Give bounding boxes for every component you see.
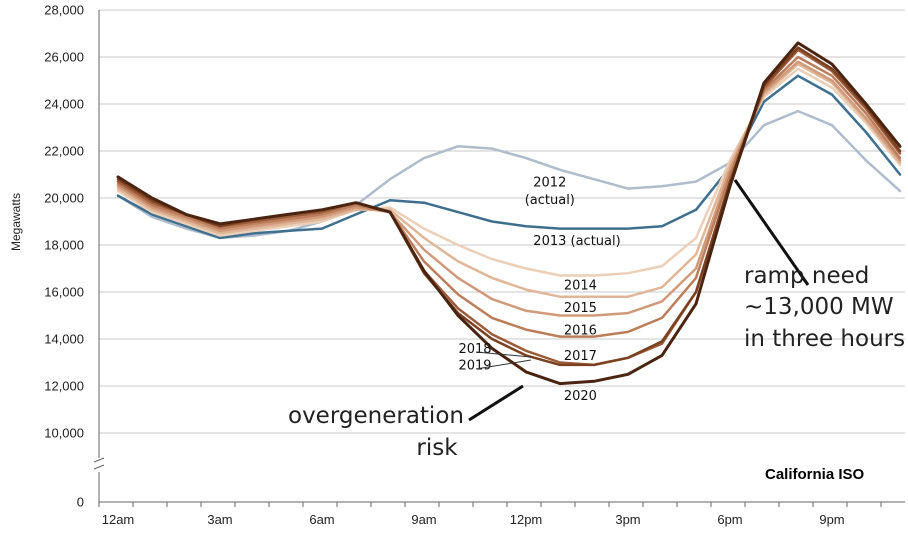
- series-label: (actual): [525, 193, 575, 208]
- gridlines: [99, 9, 905, 434]
- leader-line-2018: [475, 351, 532, 358]
- axes: 28,000 26,000 24,000 22,000 20,000 18,000 16,0…: [9, 3, 905, 527]
- x-tick-label: 6am: [309, 512, 334, 527]
- x-tick-label: 9am: [411, 512, 436, 527]
- series-labels: 2012 (actual) 2013 (actual) 2014 2015 2016 201…: [458, 175, 620, 404]
- series-label: 2013 (actual): [533, 234, 620, 249]
- x-tick-label: 3am: [207, 512, 232, 527]
- y-tick-label: 14,000: [44, 332, 84, 347]
- overgen-annotation-text: overgeneration: [288, 403, 464, 429]
- y-tick-label: 28,000: [44, 3, 84, 18]
- series-line-2015: [116, 62, 902, 298]
- y-tick-label: 22,000: [44, 144, 84, 159]
- source-label: California ISO: [765, 466, 865, 483]
- y-tick-label: 18,000: [44, 238, 84, 253]
- x-tick-label: 9pm: [819, 512, 844, 527]
- y-tick-label: 20,000: [44, 191, 84, 206]
- axis-break-mark: [93, 457, 105, 470]
- series-line-2012-actual-: [116, 109, 902, 240]
- series-line-2013-actual-: [116, 74, 902, 240]
- series-label: 2017: [564, 349, 597, 364]
- ramp-annotation-text: ramp need: [744, 263, 869, 289]
- x-tick-label: 3pm: [615, 512, 640, 527]
- ramp-annotation-text: ~13,000 MW: [744, 294, 894, 320]
- x-tick-label: 6pm: [717, 512, 742, 527]
- series-label: 2019: [458, 359, 491, 374]
- x-tick-label: 12am: [102, 512, 135, 527]
- series-label: 2016: [564, 323, 597, 338]
- x-tick-label: 12pm: [510, 512, 543, 527]
- y-tick-label: 10,000: [44, 426, 84, 441]
- y-tick-label: 24,000: [44, 97, 84, 112]
- leader-line-2019: [475, 359, 532, 370]
- y-tick-label: 0: [77, 495, 84, 510]
- overgen-pointer-line: [468, 384, 524, 422]
- y-tick-label: 12,000: [44, 379, 84, 394]
- series-lines: [116, 41, 902, 386]
- annotations: ramp need ~13,000 MW in three hours overgen…: [288, 179, 905, 483]
- series-line-2017: [116, 55, 902, 338]
- series-label: 2014: [564, 279, 597, 294]
- ramp-pointer-line: [733, 179, 810, 286]
- series-label: 2015: [564, 301, 597, 316]
- y-tick-label: 16,000: [44, 285, 84, 300]
- ramp-annotation-text: in three hours: [744, 326, 905, 352]
- series-line-2016: [116, 60, 902, 317]
- series-line-2018: [116, 48, 902, 367]
- y-tick-label: 26,000: [44, 50, 84, 65]
- series-label: 2020: [564, 389, 597, 404]
- series-label: 2018: [458, 342, 491, 357]
- series-line-2020: [116, 41, 902, 386]
- y-axis-label: Megawatts: [9, 193, 23, 251]
- series-line-2014: [116, 67, 902, 277]
- series-label: 2012: [533, 175, 566, 190]
- overgen-annotation-text: risk: [416, 435, 458, 461]
